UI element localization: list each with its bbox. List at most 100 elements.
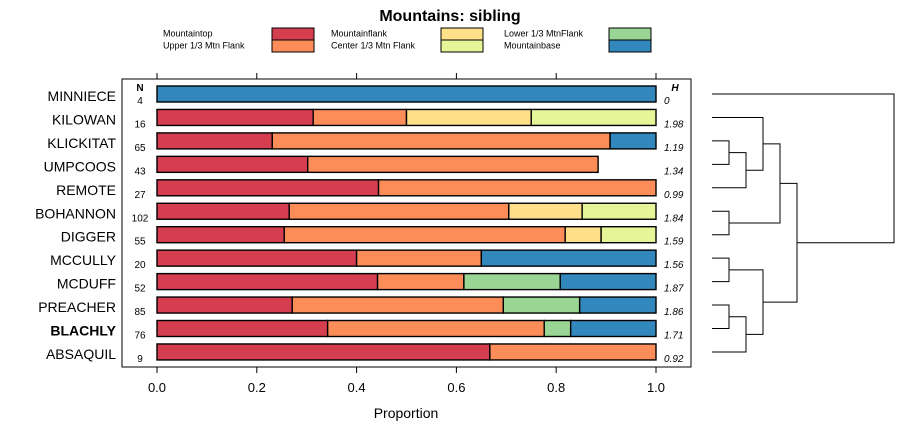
bar-segment (564, 225, 602, 244)
x-tick-label: 0.4 (348, 380, 366, 395)
bar-segment (156, 272, 379, 291)
bar-segment (578, 296, 657, 314)
legend-swatch (440, 27, 484, 41)
category-label: MINNIECE (48, 88, 116, 104)
category-label: ABSAQUIL (46, 346, 116, 362)
category-label: REMOTE (56, 182, 116, 198)
dendrogram (712, 93, 895, 353)
legend-label: Upper 1/3 Mtn Flank (163, 41, 245, 51)
x-tick-label: 0.2 (248, 380, 266, 395)
chart-title: Mountains: sibling (379, 8, 520, 25)
bar-segment (377, 179, 657, 197)
category-label: PREACHER (38, 299, 116, 315)
legend-label: Mountainflank (331, 29, 388, 39)
bar-segment (463, 272, 561, 291)
bar-segment (581, 202, 657, 220)
dendrogram-link (712, 93, 895, 244)
category-label: BLACHLY (50, 323, 116, 339)
x-axis-label: Proportion (374, 405, 439, 421)
n-value: 102 (132, 213, 149, 224)
n-value: 27 (134, 190, 146, 201)
x-tick-label: 0.0 (148, 380, 166, 395)
legend-label: Mountainbase (504, 41, 561, 51)
bar-segment (156, 155, 309, 174)
h-value: 1.19 (664, 143, 684, 154)
bar-segment (355, 249, 483, 267)
h-value: 1.87 (664, 284, 684, 295)
plot-frame (121, 78, 692, 368)
bar-segment (609, 132, 657, 150)
dendrogram-link (712, 257, 730, 283)
bar-segment (306, 155, 599, 174)
bar-segment (326, 319, 545, 338)
category-label: KLICKITAT (47, 135, 116, 151)
x-tick-label: 0.6 (447, 380, 465, 395)
x-tick-label: 0.8 (547, 380, 565, 395)
bar-segment (271, 132, 611, 150)
x-tick-label: 1.0 (647, 380, 665, 395)
legend-label: Center 1/3 Mtn Flank (331, 41, 416, 51)
bar-segment (283, 225, 566, 244)
bar-segment (156, 319, 329, 338)
bar-segment (502, 296, 581, 314)
bar-segment (156, 108, 314, 127)
n-value: 52 (134, 284, 146, 295)
category-label: BOHANNON (35, 205, 116, 221)
legend-swatch (608, 39, 652, 53)
dendrogram-link (712, 304, 730, 329)
legend-label: Mountaintop (163, 29, 213, 39)
n-value: 55 (134, 237, 146, 248)
x-axis: 0.0 0.2 0.4 0.6 0.8 1.0 (148, 73, 665, 395)
n-value: 9 (137, 354, 143, 365)
dendrogram-link (712, 116, 764, 171)
bar-segment (508, 202, 583, 220)
dendrogram-link (729, 143, 781, 224)
legend-swatch (271, 39, 315, 53)
dendrogram-link (712, 210, 730, 236)
n-value: 43 (134, 166, 146, 177)
category-label: MCCULLY (50, 252, 117, 268)
bar-segment (156, 132, 273, 150)
n-value: 85 (134, 307, 146, 318)
bar-segment (600, 225, 657, 244)
legend-label: Lower 1/3 MtnFlank (504, 29, 584, 39)
h-value: 1.86 (664, 307, 684, 318)
n-value: 4 (137, 96, 143, 107)
bars-group: MINNIECE 4 0 KILOWAN 16 1.98 KLICKITAT 65 1.19 UM… (35, 85, 684, 365)
h-value: 0.92 (664, 354, 684, 365)
bar-segment (156, 296, 293, 314)
bar-segment (405, 108, 532, 127)
bar-segment (156, 179, 380, 197)
bar-segment (559, 272, 657, 291)
category-label: DIGGER (61, 229, 116, 245)
legend-swatch (271, 27, 315, 41)
bar-segment (156, 225, 285, 244)
h-value: 1.84 (664, 213, 684, 224)
bar-segment (156, 343, 491, 361)
bar-segment (543, 319, 572, 338)
category-label: MCDUFF (57, 276, 116, 292)
dendrogram-link (712, 140, 730, 165)
h-value: 1.34 (664, 166, 684, 177)
n-column-header: N (136, 83, 143, 94)
h-value: 1.98 (664, 119, 684, 130)
bar-segment (156, 85, 657, 103)
h-value: 1.59 (664, 237, 684, 248)
bar-segment (288, 202, 510, 220)
n-value: 20 (134, 260, 146, 271)
bar-segment (376, 272, 465, 291)
category-label: UMPCOOS (44, 158, 116, 174)
bar-segment (312, 108, 408, 127)
n-value: 76 (134, 331, 146, 342)
h-value: 0.99 (664, 190, 684, 201)
bar-segment (489, 343, 657, 361)
category-label: KILOWAN (52, 111, 116, 127)
bar-segment (569, 319, 657, 338)
h-value: 1.56 (664, 260, 684, 271)
bar-segment (156, 249, 358, 267)
bar-segment (291, 296, 505, 314)
legend-swatch (608, 27, 652, 41)
h-column-header: H (671, 83, 679, 94)
bar-segment (530, 108, 657, 127)
